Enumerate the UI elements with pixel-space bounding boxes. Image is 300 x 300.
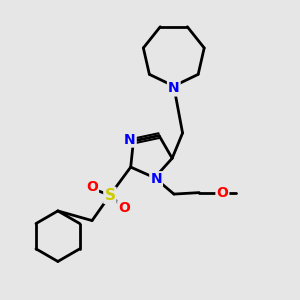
Text: O: O [118,201,130,215]
Text: N: N [124,133,136,146]
Text: S: S [104,188,116,203]
Text: O: O [86,180,98,194]
Text: O: O [217,186,228,200]
Text: N: N [150,172,162,186]
Text: N: N [168,82,180,95]
